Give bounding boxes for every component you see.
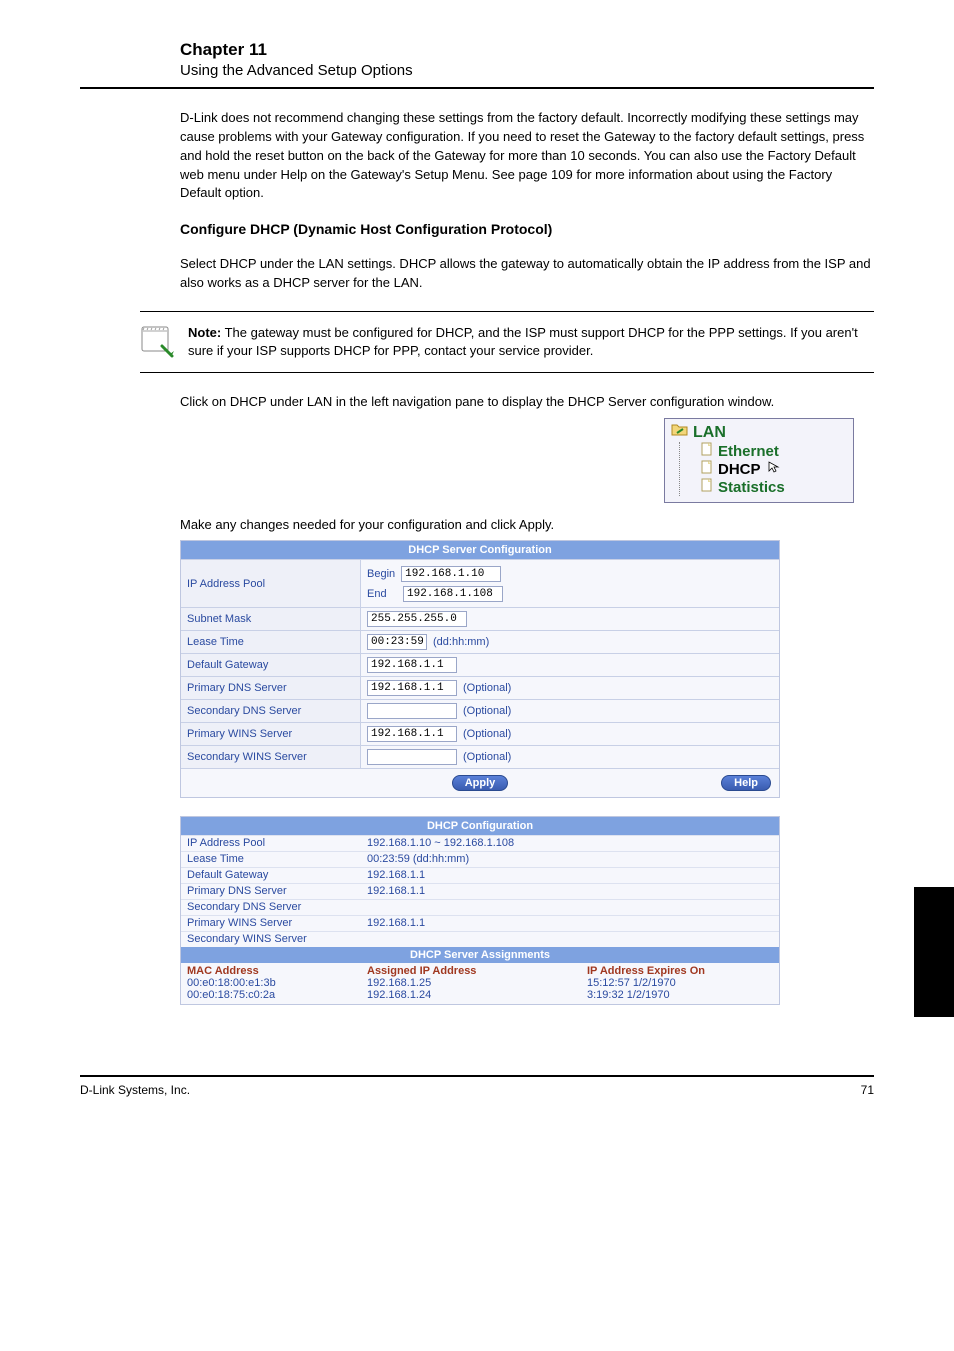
res-val-swins [361,932,779,947]
cell-mac: 00:e0:18:00:e1:3b [187,977,367,989]
chapter-title: Chapter 11 [180,40,874,60]
tree-item-statistics[interactable]: Statistics [700,478,847,496]
note-icon [140,324,176,358]
res-val-gateway: 192.168.1.1 [361,868,779,883]
cell-exp: 15:12:57 1/2/1970 [587,977,773,989]
label-pwins: Primary WINS Server [181,723,361,745]
label-lease: Lease Time [181,631,361,653]
input-pdns[interactable] [367,680,457,696]
cell-mac: 00:e0:18:75:c0:2a [187,989,367,1001]
hint-optional: (Optional) [463,751,511,763]
after-note-text: Click on DHCP under LAN in the left navi… [180,393,874,412]
help-button[interactable]: Help [721,775,771,791]
page-icon [700,478,714,496]
tree-root-lan[interactable]: LAN [671,423,847,442]
apply-button[interactable]: Apply [452,775,509,791]
col-assigned-ip: Assigned IP Address [367,965,587,977]
label-pdns: Primary DNS Server [181,677,361,699]
section-text: Select DHCP under the LAN settings. DHCP… [180,255,874,293]
input-pwins[interactable] [367,726,457,742]
assign-row: 00:e0:18:75:c0:2a 192.168.1.24 3:19:32 1… [181,989,779,1004]
input-swins[interactable] [367,749,457,765]
footer-page-number: 71 [861,1083,874,1097]
res-val-lease: 00:23:59 (dd:hh:mm) [361,852,779,867]
note-body: The gateway must be configured for DHCP,… [188,325,858,358]
label-sdns: Secondary DNS Server [181,700,361,722]
res-val-sdns [361,900,779,915]
chapter-subtitle: Using the Advanced Setup Options [180,62,874,79]
res-label-pdns: Primary DNS Server [181,884,361,899]
col-mac: MAC Address [187,965,367,977]
tree-root-label: LAN [693,424,726,442]
res-label-lease: Lease Time [181,852,361,867]
input-gateway[interactable] [367,657,457,673]
tree-item-dhcp[interactable]: DHCP [700,460,847,478]
folder-icon [671,423,689,442]
result-header: DHCP Configuration [181,817,779,835]
res-label-swins: Secondary WINS Server [181,932,361,947]
hint-optional: (Optional) [463,682,511,694]
res-label-sdns: Secondary DNS Server [181,900,361,915]
hint-lease: (dd:hh:mm) [433,636,489,648]
section-heading: Configure DHCP (Dynamic Host Configurati… [180,221,874,237]
note-block: Note: The gateway must be configured for… [140,311,874,373]
label-gateway: Default Gateway [181,654,361,676]
input-lease[interactable] [367,634,427,650]
footer-left: D-Link Systems, Inc. [80,1083,190,1097]
res-val-pdns: 192.168.1.1 [361,884,779,899]
nav-tree: LAN Ethernet DHCP Statistics [664,418,854,503]
page-icon [700,442,714,460]
intro-text: D-Link does not recommend changing these… [180,109,874,203]
res-label-gateway: Default Gateway [181,868,361,883]
footer-divider [80,1075,874,1077]
tree-item-label: Ethernet [718,443,779,460]
page-icon [700,460,714,478]
hint-optional: (Optional) [463,728,511,740]
label-swins: Secondary WINS Server [181,746,361,768]
tree-item-ethernet[interactable]: Ethernet [700,442,847,460]
figure-caption: Make any changes needed for your configu… [180,517,874,532]
dhcp-config-panel: DHCP Server Configuration IP Address Poo… [180,540,780,798]
cursor-icon [767,460,781,478]
res-label-ip-pool: IP Address Pool [181,836,361,851]
cell-ip: 192.168.1.24 [367,989,587,1001]
input-sdns[interactable] [367,703,457,719]
panel-header: DHCP Server Configuration [181,541,779,559]
tree-item-label: DHCP [718,461,761,478]
side-tab [914,887,954,1017]
tree-item-label: Statistics [718,479,785,496]
res-val-ip-pool: 192.168.1.10 ~ 192.168.1.108 [361,836,779,851]
divider [80,87,874,89]
assign-row: 00:e0:18:00:e1:3b 192.168.1.25 15:12:57 … [181,977,779,989]
cell-exp: 3:19:32 1/2/1970 [587,989,773,1001]
label-subnet: Subnet Mask [181,608,361,630]
input-ip-begin[interactable] [401,566,501,582]
cell-ip: 192.168.1.25 [367,977,587,989]
hint-optional: (Optional) [463,705,511,717]
assign-header: DHCP Server Assignments [181,947,779,963]
label-begin: Begin [367,568,395,580]
res-label-pwins: Primary WINS Server [181,916,361,931]
note-text: Note: The gateway must be configured for… [188,324,874,360]
col-expires: IP Address Expires On [587,965,773,977]
label-ip-pool: IP Address Pool [181,560,361,607]
dhcp-result-panel: DHCP Configuration IP Address Pool 192.1… [180,816,780,1005]
note-label: Note: [188,325,221,340]
res-val-pwins: 192.168.1.1 [361,916,779,931]
label-end: End [367,588,397,600]
input-ip-end[interactable] [403,586,503,602]
input-subnet[interactable] [367,611,467,627]
